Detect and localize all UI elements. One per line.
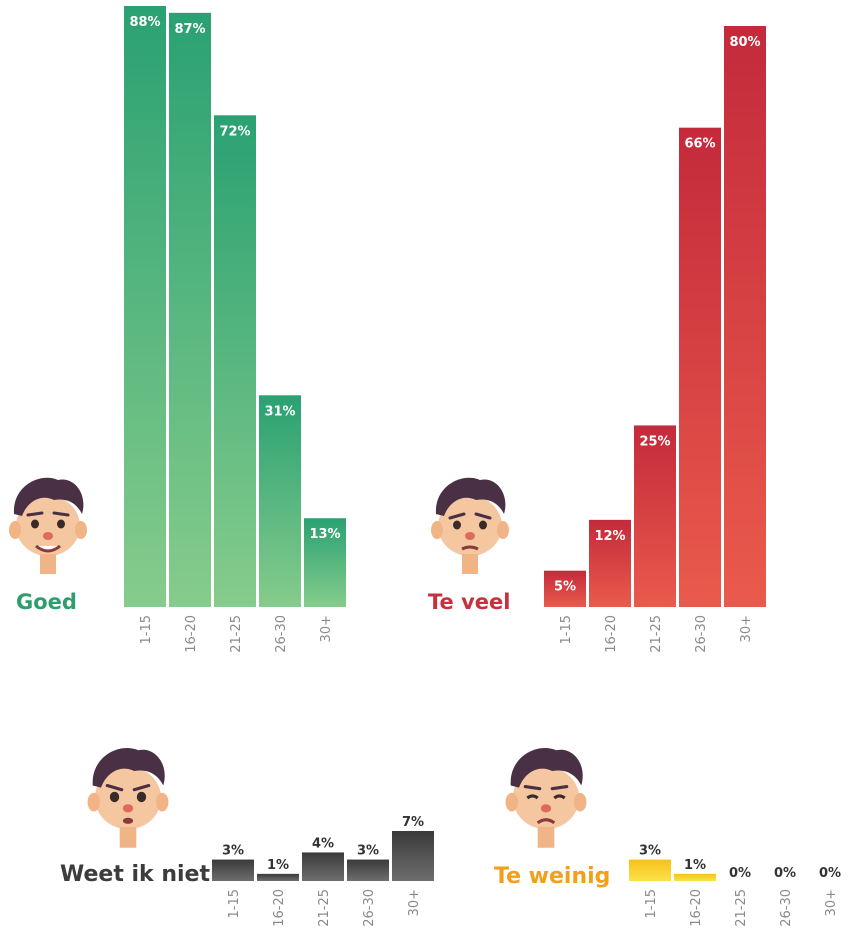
panel-title-te-veel: Te veel (428, 590, 511, 614)
data-label-30+: 80% (729, 35, 760, 50)
tick-label-30+: 30+ (407, 889, 422, 916)
bar-30+ (304, 518, 346, 607)
bar-21-25 (302, 852, 344, 881)
tick-label-16-20: 16-20 (272, 889, 287, 927)
tick-label-21-25: 21-25 (317, 889, 332, 927)
tick-label-16-20: 16-20 (689, 889, 704, 927)
data-label-1-15: 3% (639, 844, 661, 859)
data-label-21-25: 0% (729, 866, 751, 881)
bar-26-30 (347, 859, 389, 881)
bar-1-15 (544, 570, 586, 607)
tick-label-21-25: 21-25 (229, 615, 244, 653)
tick-label-1-15: 1-15 (139, 615, 154, 645)
data-label-21-25: 25% (639, 434, 670, 449)
data-label-16-20: 1% (267, 858, 289, 873)
bar-30+ (392, 831, 434, 881)
data-label-26-30: 3% (357, 844, 379, 859)
data-label-16-20: 1% (684, 858, 706, 873)
goed-bar-chart: 88% 1-15 87% 16-20 72% 21-25 31% 26-30 13% 30+ (124, 6, 346, 653)
sad-face-icon (505, 747, 587, 848)
bar-16-20 (674, 873, 716, 881)
tick-label-1-15: 1-15 (559, 615, 574, 645)
bar-26-30 (679, 127, 721, 608)
tick-label-21-25: 21-25 (734, 889, 749, 927)
bar-16-20 (257, 873, 299, 881)
tick-label-30+: 30+ (824, 889, 839, 916)
data-label-1-15: 5% (554, 580, 576, 595)
bar-26-30 (259, 395, 301, 607)
tick-label-16-20: 16-20 (604, 615, 619, 653)
data-label-30+: 13% (309, 527, 340, 542)
tick-label-30+: 30+ (319, 615, 334, 642)
tick-label-1-15: 1-15 (227, 889, 242, 919)
panel-title-weet-ik-niet: Weet ik niet (60, 862, 210, 887)
data-label-26-30: 31% (264, 404, 295, 419)
weet-ik-niet-bar-chart: 3% 1-15 1% 16-20 4% 21-25 3% 26-30 7% 30+ (212, 815, 434, 927)
tick-label-26-30: 26-30 (779, 889, 794, 927)
data-label-16-20: 87% (174, 22, 205, 37)
data-label-30+: 0% (819, 866, 841, 881)
data-label-1-15: 3% (222, 844, 244, 859)
data-label-26-30: 66% (684, 137, 715, 152)
bar-1-15 (212, 859, 254, 881)
annoyed-face-icon (431, 477, 509, 574)
data-label-16-20: 12% (594, 529, 625, 544)
smiling-face-icon (9, 477, 87, 574)
data-label-30+: 7% (402, 815, 424, 830)
bar-16-20 (169, 12, 211, 608)
bar-21-25 (634, 425, 676, 607)
te-weinig-bar-chart: 3% 1-15 1% 16-20 0% 21-25 0% 26-30 0% 30+ (629, 844, 841, 927)
tick-label-1-15: 1-15 (644, 889, 659, 919)
data-label-21-25: 4% (312, 836, 334, 851)
tick-label-26-30: 26-30 (362, 889, 377, 927)
bar-21-25 (214, 115, 256, 607)
bar-1-15 (629, 859, 671, 881)
data-label-26-30: 0% (774, 866, 796, 881)
data-label-21-25: 72% (219, 124, 250, 139)
bar-16-20 (589, 519, 631, 607)
tick-label-26-30: 26-30 (274, 615, 289, 653)
tick-label-30+: 30+ (739, 615, 754, 642)
bar-1-15 (124, 6, 166, 607)
panel-title-te-weinig: Te weinig (494, 864, 611, 889)
panel-title-goed: Goed (16, 590, 77, 614)
tick-label-21-25: 21-25 (649, 615, 664, 653)
data-label-1-15: 88% (129, 15, 160, 30)
bar-30+ (724, 26, 766, 607)
tick-label-16-20: 16-20 (184, 615, 199, 653)
worried-face-icon (87, 747, 169, 848)
te-veel-bar-chart: 5% 1-15 12% 16-20 25% 21-25 66% 26-30 80% 30+ (544, 26, 766, 653)
tick-label-26-30: 26-30 (694, 615, 709, 653)
